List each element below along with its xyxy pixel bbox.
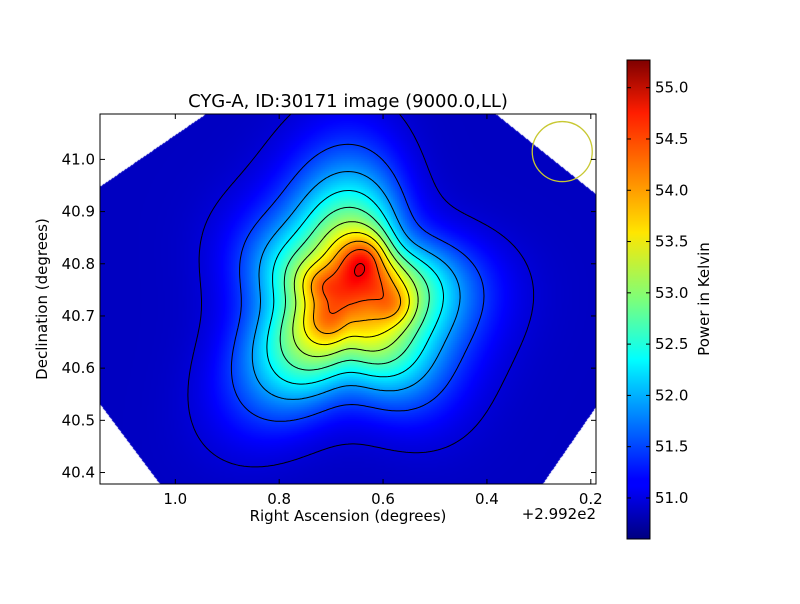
y-axis: 40.4 40.5 40.6 40.7 40.8 40.9 41.0 [62, 150, 596, 482]
colorbar-tick-label: 52.0 [655, 386, 688, 404]
colorbar-tick-label: 51.0 [655, 489, 688, 507]
contour-line [292, 221, 419, 358]
x-tick-label: 0.2 [579, 490, 603, 508]
contour-lines [187, 114, 535, 468]
contour-line [187, 114, 535, 468]
plot-frame [99, 113, 597, 485]
y-axis-label: Declination (degrees) [33, 218, 51, 380]
beam-circle [531, 120, 593, 183]
y-tick-label: 40.7 [62, 307, 95, 325]
chart-title: CYG-A, ID:30171 image (9000.0,LL) [188, 91, 508, 112]
contour-line [354, 263, 366, 277]
colorbar-label: Power in Kelvin [695, 242, 713, 356]
colorbar-tick-label: 54.0 [655, 181, 688, 199]
colorbar-ticks: 51.0 51.5 52.0 52.5 53.0 53.5 54.0 54.5 55.0 [627, 79, 688, 507]
heatmap-image [100, 114, 596, 484]
colorbar: 51.0 51.5 52.0 52.5 53.0 53.5 54.0 54.5 55.0 Pow… [626, 59, 713, 540]
plot-area [99, 113, 597, 485]
x-axis: 1.0 0.8 0.6 0.4 0.2 [163, 114, 603, 508]
colorbar-tick-label: 53.0 [655, 284, 688, 302]
colorbar-tick-label: 55.0 [655, 79, 688, 97]
y-tick-label: 40.6 [62, 359, 95, 377]
x-axis-label: Right Ascension (degrees) [250, 507, 447, 525]
colorbar-gradient [626, 59, 651, 540]
colorbar-tick-label: 54.5 [655, 130, 688, 148]
contour-line [266, 190, 444, 385]
y-tick-label: 40.8 [62, 255, 95, 273]
contour-line [302, 232, 410, 346]
colorbar-tick-label: 52.5 [655, 335, 688, 353]
contour-line [310, 240, 402, 334]
x-offset-label: +2.992e2 [522, 505, 596, 523]
y-tick-label: 41.0 [62, 150, 95, 168]
x-tick-label: 0.6 [371, 490, 395, 508]
contour-line [279, 206, 430, 371]
x-tick-label: 0.8 [267, 490, 291, 508]
colorbar-tick-label: 53.5 [655, 233, 688, 251]
contour-line [251, 171, 461, 400]
contour-line [230, 143, 485, 422]
colorbar-tick-label: 51.5 [655, 438, 688, 456]
y-tick-label: 40.5 [62, 411, 95, 429]
x-tick-label: 1.0 [163, 490, 187, 508]
y-tick-label: 40.4 [62, 464, 95, 482]
contour-line [322, 249, 384, 314]
x-tick-label: 0.4 [475, 490, 499, 508]
y-tick-label: 40.9 [62, 203, 95, 221]
